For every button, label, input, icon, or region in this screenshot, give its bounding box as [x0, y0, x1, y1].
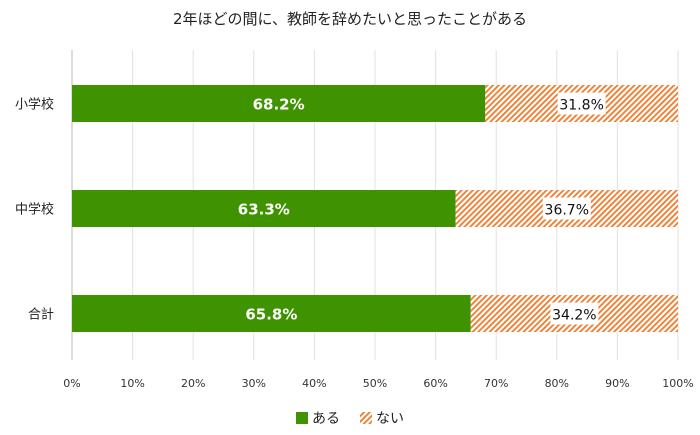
- x-tick-label: 50%: [363, 377, 387, 390]
- x-tick-label: 70%: [484, 377, 508, 390]
- x-tick-label: 40%: [302, 377, 326, 390]
- x-tick-label: 20%: [181, 377, 205, 390]
- legend-label: ない: [376, 411, 404, 427]
- data-label: 63.3%: [238, 201, 290, 219]
- data-label-background: [542, 197, 591, 220]
- x-tick-label: 60%: [423, 377, 447, 390]
- data-label: 34.2%: [552, 308, 596, 324]
- legend-swatch: [360, 412, 372, 424]
- legend-label: ある: [312, 411, 340, 427]
- bar-segment-ある: [72, 190, 456, 227]
- x-tick-label: 0%: [63, 377, 80, 390]
- legend-swatch: [296, 412, 308, 424]
- x-tick-label: 10%: [120, 377, 144, 390]
- category-label: 中学校: [15, 202, 54, 218]
- x-tick-label: 30%: [242, 377, 266, 390]
- data-label: 65.8%: [245, 306, 297, 324]
- data-label: 31.8%: [559, 98, 603, 114]
- bar-segment-ある: [72, 85, 486, 122]
- data-label: 68.2%: [253, 96, 305, 114]
- data-label-background: [550, 302, 599, 325]
- category-label: 合計: [28, 307, 54, 323]
- x-tick-label: 80%: [545, 377, 569, 390]
- bar-segment-ある: [72, 295, 471, 332]
- data-label-background: [557, 92, 606, 115]
- chart-title: 2年ほどの間に、教師を辞めたいと思ったことがある: [173, 10, 527, 28]
- data-label: 36.7%: [545, 203, 589, 219]
- x-tick-label: 90%: [605, 377, 629, 390]
- x-tick-label: 100%: [662, 377, 693, 390]
- category-label: 小学校: [15, 97, 54, 113]
